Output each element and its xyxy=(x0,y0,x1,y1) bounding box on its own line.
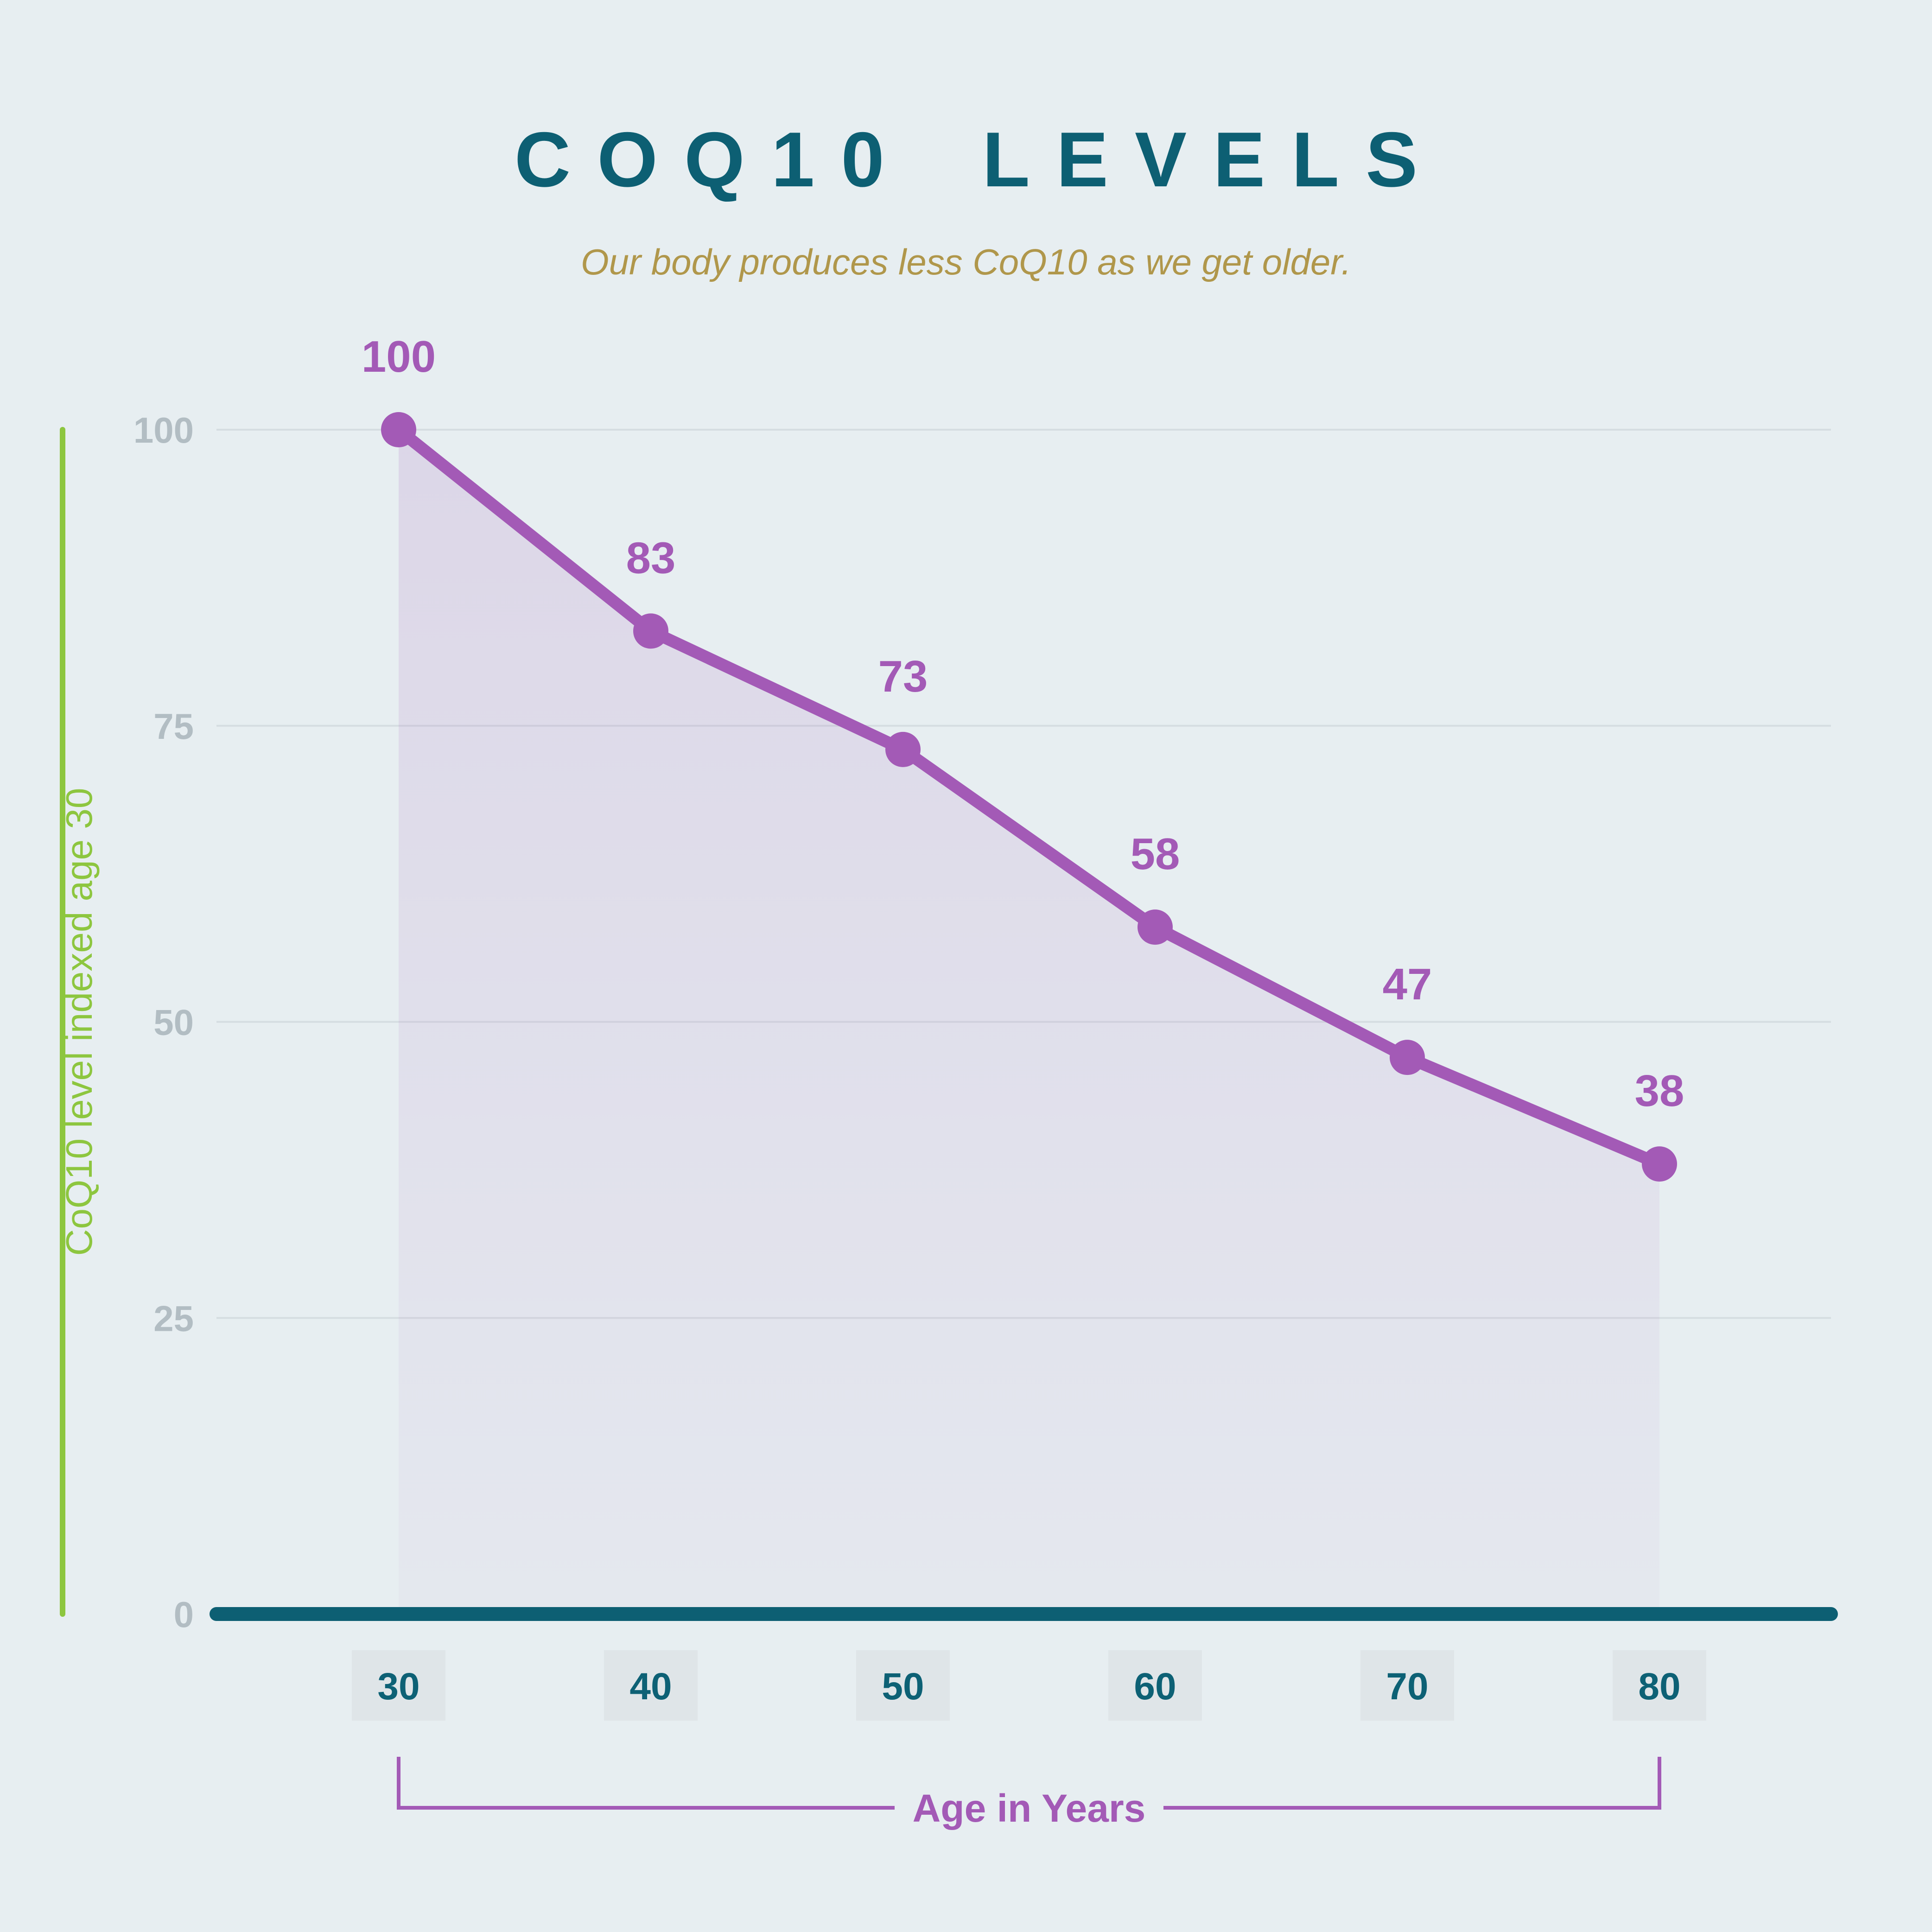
y-tick-label-100: 100 xyxy=(133,410,194,451)
data-point-age-70 xyxy=(1390,1040,1425,1075)
data-point-age-80 xyxy=(1642,1146,1677,1182)
y-tick-label-25: 25 xyxy=(153,1298,194,1339)
x-tick-box-60 xyxy=(1108,1650,1202,1721)
bracket-left xyxy=(397,1757,895,1810)
x-tick-label-50: 50 xyxy=(882,1665,924,1708)
data-point-age-30 xyxy=(381,412,416,447)
x-tick-box-40 xyxy=(604,1650,698,1721)
area-fill xyxy=(399,430,1659,1614)
data-label-age-30: 100 xyxy=(362,332,436,381)
x-axis-title: Age in Years xyxy=(913,1786,1146,1830)
y-tick-label-75: 75 xyxy=(153,706,194,747)
x-tick-box-70 xyxy=(1360,1650,1454,1721)
x-tick-box-30 xyxy=(352,1650,445,1721)
coq10-trend-line xyxy=(393,424,1665,1170)
y-tick-label-0: 0 xyxy=(174,1594,194,1635)
chart-plot-area: 0 25 50 75 100 CoQ10 level indexed age 30 100 8… xyxy=(58,332,1838,1830)
y-axis-title: CoQ10 level indexed age 30 xyxy=(58,788,100,1256)
data-point-age-60 xyxy=(1138,909,1173,945)
data-label-age-80: 38 xyxy=(1635,1066,1684,1116)
data-label-age-40: 83 xyxy=(626,533,676,583)
data-label-age-70: 47 xyxy=(1383,960,1432,1009)
x-tick-label-60: 60 xyxy=(1134,1665,1176,1708)
bracket-right xyxy=(1163,1757,1661,1810)
data-label-age-60: 58 xyxy=(1131,829,1180,879)
y-tick-label-50: 50 xyxy=(153,1002,194,1043)
page-title: COQ10 LEVELS xyxy=(514,116,1444,203)
x-tick-label-80: 80 xyxy=(1638,1665,1680,1708)
page-subtitle: Our body produces less CoQ10 as we get o… xyxy=(581,242,1351,282)
x-tick-box-80 xyxy=(1613,1650,1706,1721)
data-label-age-50: 73 xyxy=(878,652,928,701)
x-tick-label-30: 30 xyxy=(377,1665,419,1708)
data-point-age-50 xyxy=(885,731,921,767)
x-tick-label-40: 40 xyxy=(629,1665,672,1708)
data-point-age-40 xyxy=(633,613,668,649)
x-tick-box-50 xyxy=(856,1650,950,1721)
x-tick-label-70: 70 xyxy=(1386,1665,1428,1708)
